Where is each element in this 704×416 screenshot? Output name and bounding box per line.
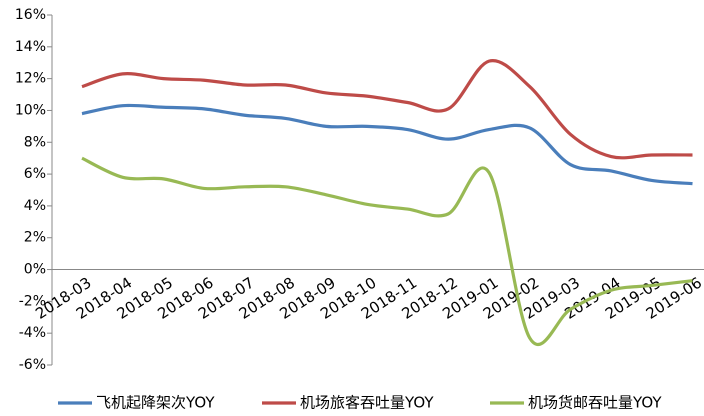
y-tick-label: 16% <box>15 7 46 23</box>
y-tick-label: 4% <box>24 198 46 214</box>
y-tick-label: 0% <box>24 262 46 278</box>
y-tick-label: 6% <box>24 166 46 182</box>
y-tick-label: 12% <box>15 71 46 87</box>
y-tick-label: 10% <box>15 102 46 118</box>
y-tick-label: -2% <box>19 293 46 309</box>
y-tick-label: 2% <box>24 230 46 246</box>
legend-label: 机场货邮吞吐量YOY <box>528 394 662 412</box>
y-tick-label: -6% <box>19 357 46 373</box>
series-line <box>81 156 693 347</box>
series-line <box>81 59 693 160</box>
y-tick-label: -4% <box>19 325 46 341</box>
series-line <box>81 103 693 186</box>
y-tick-label: 8% <box>24 134 46 150</box>
legend-label: 飞机起降架次YOY <box>96 394 215 412</box>
y-tick-label: 14% <box>15 39 46 55</box>
legend-label: 机场旅客吞吐量YOY <box>300 394 434 412</box>
